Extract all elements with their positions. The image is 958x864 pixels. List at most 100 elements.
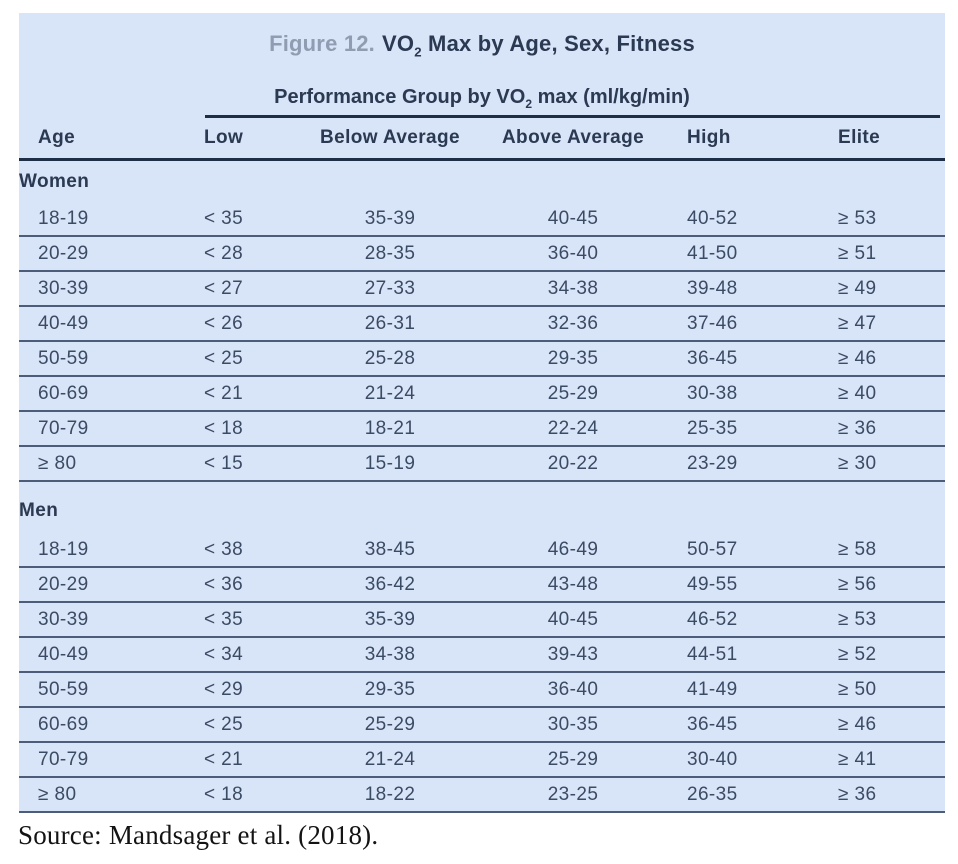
table-cell: 49-55 xyxy=(666,567,818,603)
table-cell: 35-39 xyxy=(300,602,480,638)
vo2-table: Age Low Below Average Above Average High… xyxy=(19,118,945,813)
table-cell: < 25 xyxy=(186,341,300,377)
table-row: 18-19 < 38 38-45 46-49 50-57 ≥ 58 xyxy=(19,533,945,568)
column-header-below-average: Below Average xyxy=(300,118,480,161)
table-cell: ≥ 30 xyxy=(818,446,945,482)
table-cell: ≥ 56 xyxy=(818,567,945,603)
table-cell: 50-59 xyxy=(19,672,186,708)
table-row: 20-29 < 28 28-35 36-40 41-50 ≥ 51 xyxy=(19,236,945,272)
figure-title: Figure 12. VO2 Max by Age, Sex, Fitness xyxy=(19,13,945,58)
table-cell: 40-49 xyxy=(19,637,186,673)
table-cell: 39-43 xyxy=(480,637,666,673)
table-cell: 41-50 xyxy=(666,236,818,272)
table-cell: 18-19 xyxy=(19,202,186,237)
table-cell: 36-40 xyxy=(480,236,666,272)
table-cell: < 35 xyxy=(186,602,300,638)
table-cell: < 25 xyxy=(186,707,300,743)
table-cell: < 28 xyxy=(186,236,300,272)
table-cell: ≥ 46 xyxy=(818,341,945,377)
subheader-rule xyxy=(205,115,940,118)
table-cell: 30-38 xyxy=(666,376,818,412)
subheader-segment: max (ml/kg/min) xyxy=(532,86,690,108)
table-cell: 34-38 xyxy=(300,637,480,673)
table-cell: 41-49 xyxy=(666,672,818,708)
table-cell: 23-25 xyxy=(480,777,666,813)
table-cell: ≥ 53 xyxy=(818,602,945,638)
table-cell: 28-35 xyxy=(300,236,480,272)
table-cell: ≥ 52 xyxy=(818,637,945,673)
table-cell: 25-29 xyxy=(300,707,480,743)
table-row: 50-59 < 25 25-28 29-35 36-45 ≥ 46 xyxy=(19,341,945,377)
table-cell: 29-35 xyxy=(480,341,666,377)
table-cell: < 35 xyxy=(186,202,300,237)
table-cell: ≥ 46 xyxy=(818,707,945,743)
table-cell: 35-39 xyxy=(300,202,480,237)
table-cell: 36-40 xyxy=(480,672,666,708)
table-cell: ≥ 53 xyxy=(818,202,945,237)
table-cell: 40-49 xyxy=(19,306,186,342)
table-cell: 70-79 xyxy=(19,411,186,447)
table-cell: < 36 xyxy=(186,567,300,603)
title-segment: Max by Age, Sex, Fitness xyxy=(421,31,695,56)
table-cell: ≥ 49 xyxy=(818,271,945,307)
table-cell: ≥ 41 xyxy=(818,742,945,778)
table-cell: 70-79 xyxy=(19,742,186,778)
table-cell: < 18 xyxy=(186,777,300,813)
section-label: Women xyxy=(19,170,90,192)
table-cell: 27-33 xyxy=(300,271,480,307)
table-cell: ≥ 36 xyxy=(818,411,945,447)
table-row: 18-19 < 35 35-39 40-45 40-52 ≥ 53 xyxy=(19,202,945,237)
table-cell: 46-49 xyxy=(480,533,666,568)
table-cell: 30-39 xyxy=(19,271,186,307)
table-cell: ≥ 80 xyxy=(19,446,186,482)
table-cell: 32-36 xyxy=(480,306,666,342)
column-header-low: Low xyxy=(186,118,300,161)
table-cell: 36-42 xyxy=(300,567,480,603)
table-cell: < 29 xyxy=(186,672,300,708)
section-label: Men xyxy=(19,499,59,521)
section-label-row: Men xyxy=(19,481,945,533)
table-cell: 23-29 xyxy=(666,446,818,482)
subheader-subscript: 2 xyxy=(525,97,533,111)
table-body: Women 18-19 < 35 35-39 40-45 40-52 ≥ 53 20-29 < … xyxy=(19,160,945,813)
subheader-segment: Performance Group by VO xyxy=(274,86,526,108)
title-subscript: 2 xyxy=(414,44,422,60)
table-cell: 30-39 xyxy=(19,602,186,638)
table-cell: 40-45 xyxy=(480,602,666,638)
column-header-elite: Elite xyxy=(818,118,945,161)
table-cell: 36-45 xyxy=(666,341,818,377)
table-row: 70-79 < 18 18-21 22-24 25-35 ≥ 36 xyxy=(19,411,945,447)
table-cell: ≥ 36 xyxy=(818,777,945,813)
table-cell: 44-51 xyxy=(666,637,818,673)
table-cell: 37-46 xyxy=(666,306,818,342)
table-cell: 18-19 xyxy=(19,533,186,568)
table-subheader: Performance Group by VO2 max (ml/kg/min) xyxy=(19,84,945,110)
title-segment: VO xyxy=(382,31,415,56)
figure-title-text: VO2 Max by Age, Sex, Fitness xyxy=(382,31,695,60)
table-cell: 18-21 xyxy=(300,411,480,447)
table-cell: 30-40 xyxy=(666,742,818,778)
table-cell: 21-24 xyxy=(300,376,480,412)
table-cell: 40-45 xyxy=(480,202,666,237)
table-row: ≥ 80 < 18 18-22 23-25 26-35 ≥ 36 xyxy=(19,777,945,813)
section-label-row: Women xyxy=(19,160,945,203)
table-cell: 46-52 xyxy=(666,602,818,638)
table-cell: 60-69 xyxy=(19,376,186,412)
table-cell: 21-24 xyxy=(300,742,480,778)
table-cell: 26-31 xyxy=(300,306,480,342)
column-header-above-average: Above Average xyxy=(480,118,666,161)
table-cell: 18-22 xyxy=(300,777,480,813)
column-header-row: Age Low Below Average Above Average High… xyxy=(19,118,945,161)
table-row: 30-39 < 35 35-39 40-45 46-52 ≥ 53 xyxy=(19,602,945,638)
table-cell: ≥ 80 xyxy=(19,777,186,813)
table-cell: 22-24 xyxy=(480,411,666,447)
table-row: ≥ 80 < 15 15-19 20-22 23-29 ≥ 30 xyxy=(19,446,945,482)
table-cell: 40-52 xyxy=(666,202,818,237)
table-cell: 20-29 xyxy=(19,236,186,272)
table-cell: < 18 xyxy=(186,411,300,447)
table-cell: 50-57 xyxy=(666,533,818,568)
table-row: 40-49 < 34 34-38 39-43 44-51 ≥ 52 xyxy=(19,637,945,673)
table-cell: 43-48 xyxy=(480,567,666,603)
table-cell: < 21 xyxy=(186,376,300,412)
